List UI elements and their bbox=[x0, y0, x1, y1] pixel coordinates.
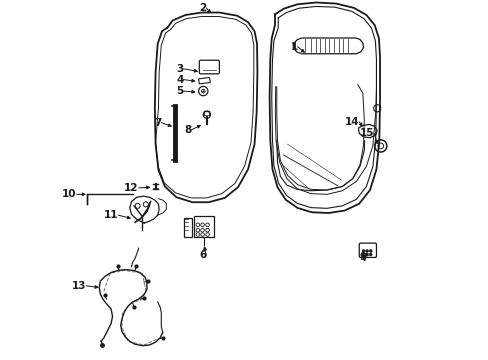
Circle shape bbox=[368, 253, 371, 256]
Bar bbox=[193, 216, 214, 237]
Circle shape bbox=[365, 253, 368, 256]
Circle shape bbox=[362, 253, 364, 256]
Text: 11: 11 bbox=[103, 210, 118, 220]
Circle shape bbox=[362, 249, 364, 252]
Text: 6: 6 bbox=[199, 250, 206, 260]
Circle shape bbox=[365, 249, 368, 252]
Text: 1: 1 bbox=[290, 42, 297, 51]
Text: 2: 2 bbox=[199, 3, 206, 13]
Text: 3: 3 bbox=[176, 64, 183, 74]
Bar bbox=[184, 218, 192, 237]
Text: 14: 14 bbox=[344, 117, 359, 127]
Text: 4: 4 bbox=[176, 75, 183, 85]
Text: 12: 12 bbox=[124, 183, 139, 193]
Circle shape bbox=[368, 249, 371, 252]
Text: 13: 13 bbox=[71, 281, 86, 291]
Text: 10: 10 bbox=[62, 189, 77, 199]
Text: 7: 7 bbox=[154, 118, 161, 128]
Text: 9: 9 bbox=[359, 252, 366, 262]
Text: 5: 5 bbox=[176, 86, 183, 96]
Text: 8: 8 bbox=[184, 125, 191, 135]
Text: 15: 15 bbox=[359, 129, 373, 138]
